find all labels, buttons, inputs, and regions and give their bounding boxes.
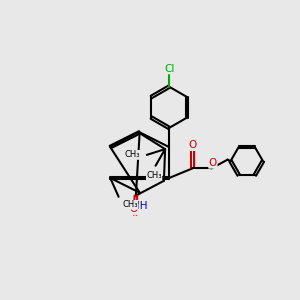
Text: CH₃: CH₃ (122, 200, 138, 209)
Text: O: O (188, 140, 196, 151)
Text: O: O (209, 158, 217, 168)
Text: CH₃: CH₃ (125, 150, 140, 159)
Text: NH: NH (132, 201, 147, 211)
Text: O: O (130, 204, 138, 214)
Text: Cl: Cl (164, 64, 174, 74)
Text: CH₃: CH₃ (146, 171, 162, 180)
